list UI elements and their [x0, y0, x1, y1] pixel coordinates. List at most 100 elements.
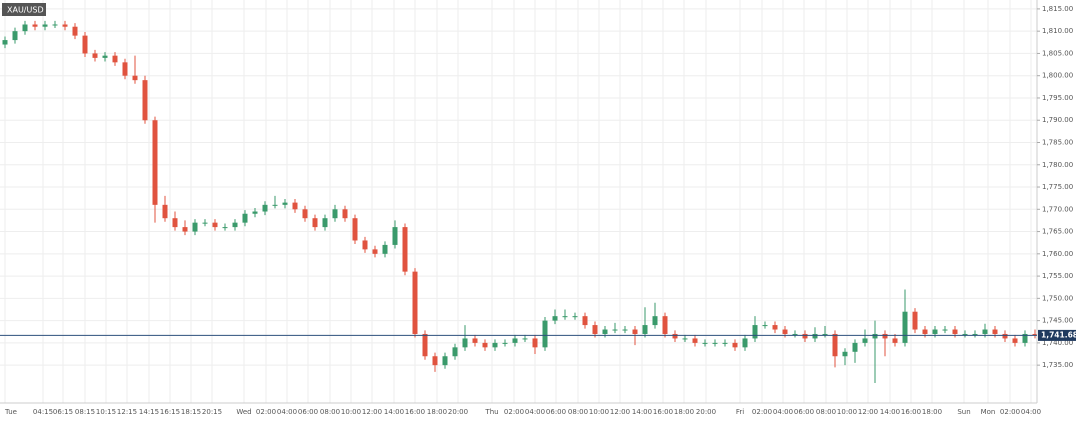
- candle-body: [572, 316, 578, 318]
- candle-body: [1002, 333, 1008, 339]
- candle-body: [42, 24, 48, 27]
- current-price-label: 1,741.68: [1041, 330, 1078, 339]
- x-tick-label: 18:15: [181, 408, 201, 416]
- candle-body: [1012, 338, 1018, 343]
- candle-body: [352, 218, 358, 241]
- candle-body: [442, 356, 448, 366]
- x-tick-label: 16:00: [653, 408, 673, 416]
- candle-body: [862, 338, 868, 343]
- candle-body: [232, 222, 238, 228]
- candle-body: [432, 356, 438, 366]
- candle-body: [202, 222, 208, 224]
- y-tick-label: 1,770.00: [1042, 205, 1073, 213]
- candle-body: [902, 311, 908, 343]
- candle-body: [842, 351, 848, 357]
- y-tick-label: 1,790.00: [1042, 116, 1073, 124]
- candle-body: [82, 35, 88, 54]
- candle-body: [792, 333, 798, 335]
- candle-body: [732, 342, 738, 348]
- x-tick-label: Sun: [957, 408, 970, 416]
- candle-body: [452, 347, 458, 357]
- x-tick-label: 10:15: [96, 408, 116, 416]
- candle-body: [522, 338, 528, 340]
- candle-body: [782, 329, 788, 334]
- candle-body: [402, 227, 408, 272]
- x-tick-label: Thu: [484, 408, 498, 416]
- candle-body: [762, 325, 768, 327]
- y-tick-label: 1,810.00: [1042, 27, 1073, 35]
- candle-body: [102, 55, 108, 58]
- x-tick-label: 08:00: [568, 408, 588, 416]
- x-tick-label: 16:00: [405, 408, 425, 416]
- candle-body: [932, 329, 938, 334]
- x-tick-label: 02:00: [256, 408, 276, 416]
- candle-body: [392, 227, 398, 245]
- candle-body: [812, 333, 818, 339]
- candle-body: [272, 204, 278, 206]
- y-tick-label: 1,750.00: [1042, 294, 1073, 302]
- candle-body: [492, 342, 498, 348]
- x-tick-label: 14:00: [632, 408, 652, 416]
- x-tick-label: 16:00: [901, 408, 921, 416]
- candle-body: [22, 24, 28, 32]
- candle-body: [2, 40, 8, 45]
- candle-body: [212, 222, 218, 228]
- x-tick-label: 08:00: [320, 408, 340, 416]
- candle-body: [992, 329, 998, 334]
- current-price-box: [1038, 329, 1076, 341]
- candle-body: [552, 316, 558, 321]
- x-tick-label: 10:00: [341, 408, 361, 416]
- candle-body: [612, 329, 618, 331]
- x-tick-label: 04:00: [525, 408, 545, 416]
- candle-body: [92, 53, 98, 58]
- candle-body: [832, 333, 838, 357]
- x-tick-label: 02:00: [1000, 408, 1020, 416]
- candle-body: [722, 342, 728, 344]
- candle-body: [982, 329, 988, 334]
- candle-body: [622, 329, 628, 331]
- y-tick-label: 1,795.00: [1042, 94, 1073, 102]
- candle-body: [702, 342, 708, 344]
- x-tick-label: 02:00: [752, 408, 772, 416]
- y-tick-label: 1,760.00: [1042, 250, 1073, 258]
- candle-body: [462, 338, 468, 348]
- candle-body: [642, 325, 648, 334]
- candle-body: [292, 202, 298, 210]
- candle-body: [482, 342, 488, 348]
- x-tick-label: 18:00: [427, 408, 447, 416]
- candle-body: [252, 211, 258, 214]
- x-tick-label: Fri: [736, 408, 744, 416]
- y-tick-label: 1,785.00: [1042, 138, 1073, 146]
- candle-body: [152, 120, 158, 205]
- y-tick-label: 1,755.00: [1042, 272, 1073, 280]
- candle-body: [602, 329, 608, 334]
- x-tick-label: 06:00: [298, 408, 318, 416]
- x-tick-label: 02:00: [504, 408, 524, 416]
- candle-body: [532, 338, 538, 348]
- candle-body: [942, 329, 948, 331]
- candle-body: [752, 325, 758, 339]
- candle-body: [952, 329, 958, 334]
- candle-body: [192, 222, 198, 232]
- x-tick-label: 04:00: [1021, 408, 1041, 416]
- candle-body: [892, 338, 898, 343]
- y-tick-label: 1,775.00: [1042, 183, 1073, 191]
- candle-body: [422, 333, 428, 357]
- candle-body: [712, 342, 718, 344]
- candle-body: [922, 329, 928, 334]
- x-tick-label: 04:00: [277, 408, 297, 416]
- x-tick-label: 12:00: [362, 408, 382, 416]
- x-tick-label: 12:00: [858, 408, 878, 416]
- candle-body: [1022, 333, 1028, 343]
- x-tick-label: Tue: [4, 408, 17, 416]
- candle-body: [472, 338, 478, 343]
- candle-body: [682, 338, 688, 340]
- candle-body: [132, 75, 138, 81]
- x-tick-label: 14:15: [139, 408, 159, 416]
- candle-body: [772, 325, 778, 330]
- x-tick-label: 08:00: [816, 408, 836, 416]
- candle-body: [342, 209, 348, 219]
- x-tick-label: 20:00: [696, 408, 716, 416]
- y-tick-label: 1,735.00: [1042, 361, 1073, 369]
- x-tick-label: 18:00: [674, 408, 694, 416]
